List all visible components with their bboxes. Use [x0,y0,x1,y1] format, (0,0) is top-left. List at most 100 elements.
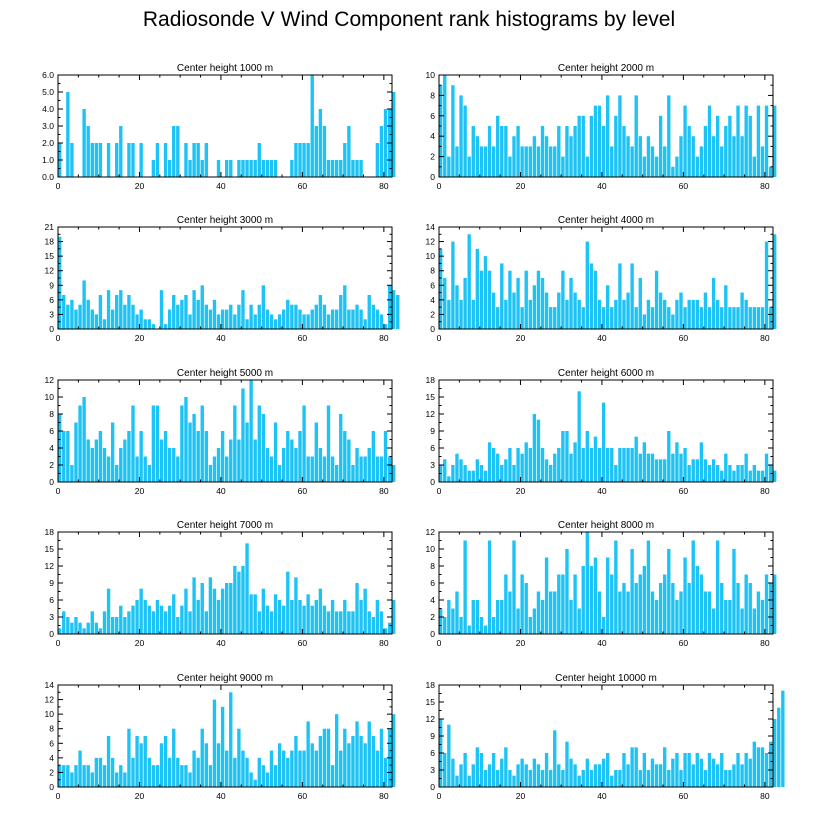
histogram-bar [695,753,699,787]
histogram-bar [371,736,375,787]
y-tick-label: 2 [430,152,435,162]
histogram-bar [667,549,671,634]
histogram-bar [334,160,339,177]
histogram-bar [638,574,642,634]
histogram-bar [98,628,103,634]
x-tick-label: 40 [597,791,607,801]
histogram-bar [159,605,164,634]
histogram-bar [90,772,94,787]
y-tick-label: 18 [426,680,436,690]
histogram-bar [650,146,655,177]
histogram-bar [536,419,541,482]
histogram-bar [768,741,773,787]
histogram-bar [334,714,339,787]
histogram-bar [172,728,176,787]
y-tick-label: 0 [430,477,435,487]
histogram-bar [180,765,184,787]
histogram-bar [748,583,752,634]
histogram-bar [654,459,659,482]
panel-title: Center height 10000 m [555,673,657,684]
histogram-bar [663,574,667,634]
histogram-bar [249,304,253,329]
histogram-bar [443,278,447,329]
panel-title: Center height 4000 m [558,215,654,226]
histogram-bar [127,143,131,177]
histogram-bar [544,292,549,329]
histogram-bar [86,299,90,329]
histogram-bar [459,617,463,634]
histogram-bar [245,422,249,482]
histogram-bar [294,304,298,329]
histogram-bar [756,105,761,177]
histogram-bar [387,456,392,482]
histogram-bar [528,617,532,634]
histogram-bar [192,414,196,482]
histogram-bar [524,442,528,482]
histogram-bar [532,136,537,177]
histogram-bar [245,319,249,329]
histogram-bar [233,566,237,634]
histogram-bar [359,600,363,634]
histogram-bar [524,146,528,177]
histogram-panel-2: Center height 2000 m 0 2 4 6 8 10 0 20 40 60 80 [426,63,777,191]
histogram-bar [573,764,577,787]
histogram-bar [330,600,335,634]
histogram-bar [265,448,270,482]
histogram-bar [184,397,188,482]
y-tick-label: 4 [49,753,54,763]
histogram-bar [646,540,651,634]
histogram-bar [577,299,581,329]
histogram-bar [667,770,671,787]
histogram-bar [777,707,781,787]
histogram-bar [375,456,380,482]
histogram-bar [135,314,139,329]
histogram-bar [699,307,704,329]
histogram-bar [70,143,74,177]
histogram-bar [151,611,156,634]
histogram-bar [634,436,638,482]
histogram-bar [532,285,537,329]
histogram-bar [131,757,135,787]
y-tick-label: 3 [430,460,435,470]
histogram-bar [286,431,290,482]
histogram-bar [439,85,443,177]
histogram-bar [192,290,196,329]
x-tick-label: 60 [679,638,689,648]
x-tick-label: 0 [56,333,61,343]
histogram-bar [119,765,123,787]
histogram-bar [671,314,675,329]
histogram-bar [339,611,343,634]
histogram-bar [286,757,290,787]
x-tick-label: 20 [135,333,145,343]
histogram-bar [483,470,488,482]
x-tick-label: 20 [135,791,145,801]
histogram-bar [347,611,351,634]
histogram-bar [512,136,516,177]
histogram-bar [106,588,111,634]
histogram-bar [302,314,306,329]
histogram-bar [667,431,671,482]
histogram-bar [86,126,90,177]
histogram-bar [78,405,82,482]
histogram-bar [557,764,561,787]
histogram-bar [581,115,585,177]
histogram-bar [172,126,176,177]
histogram-panel-8: Center height 8000 m 0 2 4 6 8 10 12 0 20 40 60 80 [426,520,777,648]
y-tick-label: 0 [430,629,435,639]
histogram-bar [273,594,278,634]
histogram-bar [233,405,237,482]
y-tick-label: 10 [426,70,436,80]
histogram-bar [225,309,229,329]
histogram-bar [106,736,111,787]
histogram-bar [728,115,732,177]
histogram-bar [569,758,573,787]
histogram-bar [253,779,257,787]
histogram-bar [351,736,355,787]
histogram-bar [610,146,614,177]
histogram-bar [557,126,561,177]
histogram-bar [744,105,748,177]
histogram-bar [707,307,712,329]
histogram-bar [601,617,606,634]
x-tick-label: 60 [679,181,689,191]
histogram-bar [176,304,180,329]
